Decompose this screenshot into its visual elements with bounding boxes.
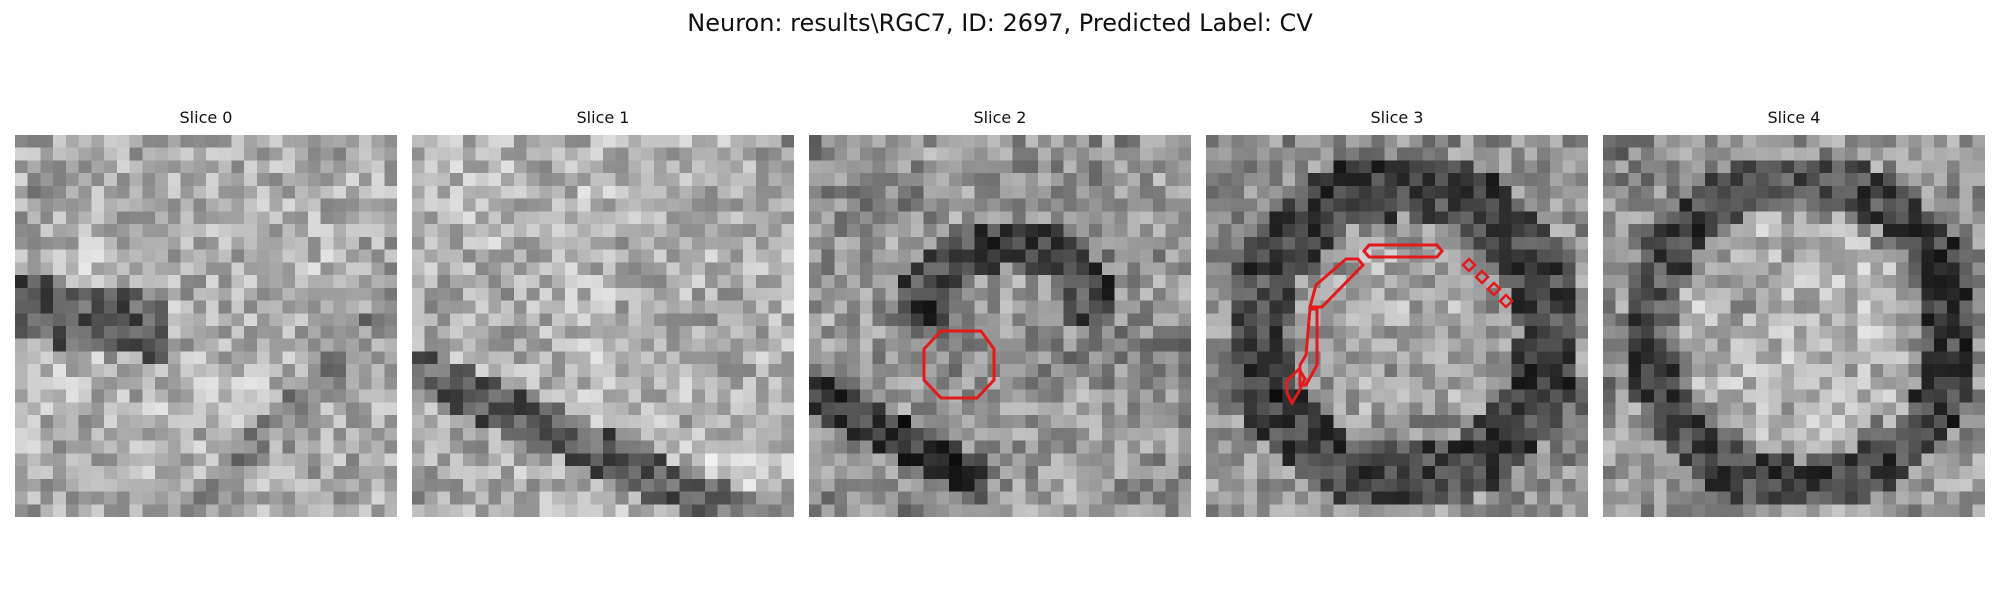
slice-panel-3: Slice 3 [1206, 107, 1588, 519]
slice-title: Slice 3 [1370, 108, 1424, 127]
slice-title: Slice 0 [179, 108, 233, 127]
figure-title: Neuron: results\RGC7, ID: 2697, Predicte… [687, 9, 1313, 37]
slice-image [809, 135, 1191, 517]
slice-title: Slice 1 [576, 108, 630, 127]
slice-panel-2: Slice 2 [809, 107, 1191, 519]
slice-image [1603, 135, 1985, 517]
slice-panel-1: Slice 1 [412, 107, 794, 519]
slice-panel-0: Slice 0 [15, 107, 397, 519]
slice-title: Slice 2 [973, 108, 1027, 127]
slice-image [1206, 135, 1588, 517]
slice-image [412, 135, 794, 517]
slice-title: Slice 4 [1767, 108, 1821, 127]
slice-panel-4: Slice 4 [1603, 107, 1985, 519]
slice-image [15, 135, 397, 517]
